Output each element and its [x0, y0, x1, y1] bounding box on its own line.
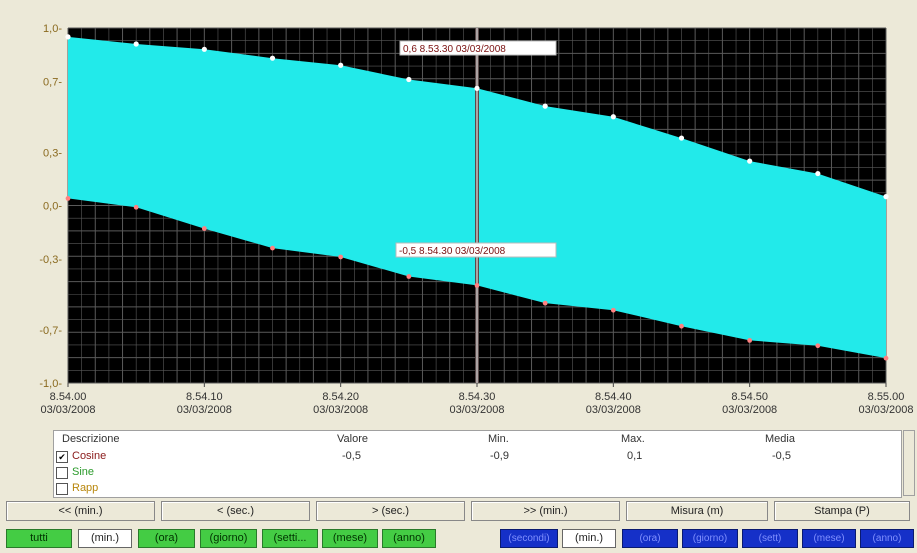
legend-header-description: Descrizione: [62, 433, 120, 445]
annotation-lower-box: [395, 242, 557, 258]
zoom-minute-button[interactable]: (min.): [78, 529, 132, 548]
sine-point: [815, 343, 821, 349]
cosine-point: [815, 170, 821, 177]
cosine-min: -0,9: [490, 450, 509, 462]
cosine-point: [883, 194, 889, 200]
sine-markers: [65, 196, 889, 361]
checkbox-cosine[interactable]: ✔: [56, 451, 68, 463]
cosine-average: -0,5: [772, 450, 791, 462]
legend-table: Descrizione Valore Min. Max. Media ✔ Cos…: [53, 430, 902, 498]
zoom-month-button-blue[interactable]: (mese): [802, 529, 856, 548]
annotation-upper-text: 0,6 8.53.30 03/03/2008: [403, 44, 506, 55]
y-tick-label: 1,0-: [43, 23, 62, 35]
y-tick-label: -0,3-: [39, 254, 62, 266]
sine-point: [610, 307, 616, 313]
zoom-seconds-button-blue[interactable]: (secondi): [500, 529, 558, 548]
cosine-point: [542, 103, 548, 109]
x-tick-date: 03/03/2008: [449, 404, 504, 416]
sine-point: [474, 282, 480, 288]
checkbox-rapp[interactable]: [56, 483, 68, 495]
zoom-month-button[interactable]: (mese): [322, 529, 378, 548]
annotation-lower: -0,5 8.54.30 03/03/2008: [395, 242, 557, 258]
cosine-point: [338, 62, 344, 68]
zoom-day-button-blue[interactable]: (giorno): [682, 529, 738, 548]
zoom-year-button-blue[interactable]: (anno): [860, 529, 914, 548]
x-tick-time: 8.54.00: [50, 391, 87, 403]
measure-button[interactable]: Misura (m): [626, 501, 768, 521]
legend-item-cosine[interactable]: Cosine: [72, 450, 107, 462]
chart: 1,0-0,7-0,3-0,0--0,3--0,7--1,0- 8.54.000…: [39, 23, 914, 416]
cosine-point: [201, 46, 207, 52]
y-tick-label: 0,0-: [43, 201, 62, 213]
cosine-point: [747, 158, 753, 164]
x-tick-date: 03/03/2008: [40, 404, 95, 416]
sine-point: [406, 274, 412, 279]
next-minute-button[interactable]: >> (min.): [471, 501, 620, 521]
cursor-line[interactable]: [475, 28, 479, 383]
navigation-buttons: << (min.) < (sec.) > (sec.) >> (min.) Mi…: [4, 501, 914, 521]
sine-point: [747, 338, 753, 343]
sine-point: [133, 204, 139, 210]
y-tick-label: 0,3-: [43, 147, 62, 159]
x-tick-date: 03/03/2008: [313, 404, 368, 416]
annotation-upper-box: [399, 40, 557, 56]
x-tick-time: 8.55.00: [868, 391, 905, 403]
sine-point: [883, 355, 889, 361]
zoom-buttons: tutti (min.) (ora) (giorno) (setti... (m…: [0, 529, 917, 548]
x-tick-time: 8.54.40: [595, 391, 632, 403]
cosine-point: [269, 55, 276, 61]
sine-point: [65, 196, 71, 201]
legend-item-rapp[interactable]: Rapp: [72, 482, 99, 494]
sine-point: [270, 245, 275, 251]
y-axis: 1,0- 0,7- 0,3- 0,0- -0,3- -0,7- -1,0-: [39, 23, 62, 390]
cosine-point: [65, 34, 71, 40]
cosine-value: -0,5: [342, 450, 361, 462]
prev-minute-button[interactable]: << (min.): [6, 501, 155, 521]
cosine-max: 0,1: [627, 450, 643, 462]
cosine-point: [474, 85, 480, 91]
y-tick-label: -1,0-: [39, 378, 62, 390]
cosine-point: [133, 41, 139, 47]
annotation-upper: 0,6 8.53.30 03/03/2008: [399, 40, 557, 56]
annotation-lower-text: -0,5 8.54.30 03/03/2008: [399, 246, 506, 257]
cosine-point: [610, 114, 616, 120]
y-tick-label: 0,7-: [43, 76, 62, 88]
y-tick-label: -0,7-: [39, 325, 62, 337]
zoom-hour-button[interactable]: (ora): [138, 529, 195, 548]
legend-header-min: Min.: [488, 433, 509, 445]
cosine-point: [406, 76, 412, 83]
legend-item-sine[interactable]: Sine: [72, 466, 95, 478]
zoom-day-button[interactable]: (giorno): [200, 529, 257, 548]
prev-second-button[interactable]: < (sec.): [161, 501, 310, 521]
x-tick-time: 8.54.30: [459, 391, 496, 403]
legend-header-average: Media: [765, 433, 795, 445]
x-tick-date: 03/03/2008: [858, 404, 913, 416]
sine-point: [679, 323, 684, 329]
cosine-point: [678, 135, 685, 141]
x-tick-date: 03/03/2008: [586, 404, 641, 416]
next-second-button[interactable]: > (sec.): [316, 501, 465, 521]
x-tick-time: 8.54.50: [731, 391, 768, 403]
legend-header-value: Valore: [337, 433, 368, 445]
print-button[interactable]: Stampa (P): [774, 501, 910, 521]
zoom-hour-button-blue[interactable]: (ora): [622, 529, 678, 548]
legend-scrollbar[interactable]: [903, 430, 915, 496]
x-tick-date: 03/03/2008: [722, 404, 777, 416]
sine-point: [201, 226, 207, 231]
sine-point: [542, 300, 548, 306]
x-tick-date: 03/03/2008: [177, 404, 232, 416]
x-axis: 8.54.0003/03/20088.54.1003/03/20088.54.2…: [40, 383, 914, 416]
zoom-all-button[interactable]: tutti: [6, 529, 72, 548]
zoom-year-button[interactable]: (anno): [382, 529, 436, 548]
zoom-minute-button-right[interactable]: (min.): [562, 529, 616, 548]
x-tick-time: 8.54.10: [186, 391, 223, 403]
zoom-week-button-blue[interactable]: (sett): [742, 529, 798, 548]
sine-point: [338, 254, 344, 260]
cosine-markers: [65, 34, 889, 200]
legend-header-max: Max.: [621, 433, 645, 445]
checkbox-sine[interactable]: [56, 467, 68, 479]
x-tick-time: 8.54.20: [322, 391, 359, 403]
zoom-week-button[interactable]: (setti...: [262, 529, 318, 548]
